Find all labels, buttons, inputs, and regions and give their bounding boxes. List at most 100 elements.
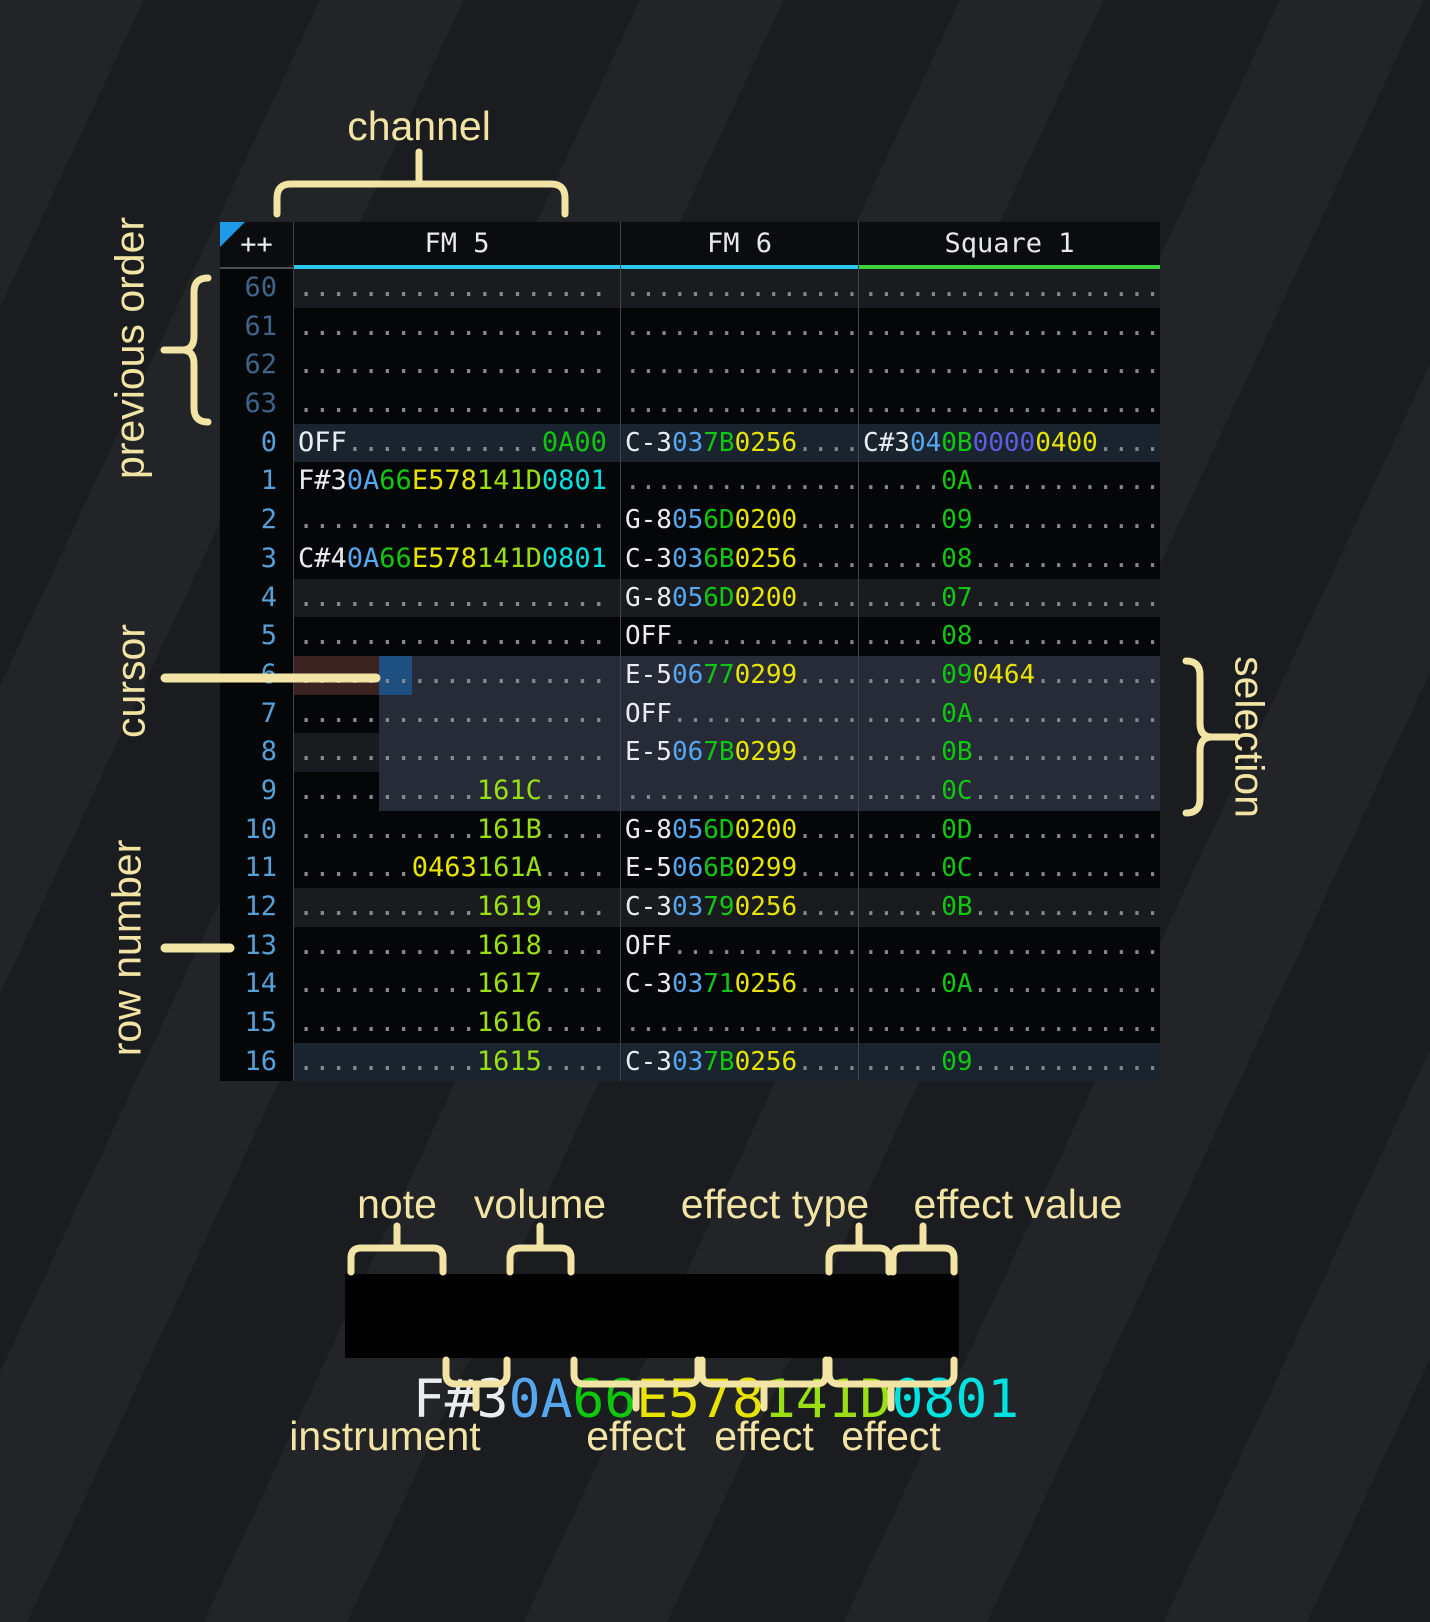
pattern-cell[interactable]: .....0A............ <box>858 462 1160 502</box>
pattern-cell[interactable]: ...........1616.... <box>293 1004 620 1043</box>
pattern-row[interactable]: 10 ...........161B.... G-8056D0200........… <box>220 810 1160 850</box>
pattern-cell[interactable]: G-8056D0200.... <box>620 501 858 540</box>
pattern-cell[interactable]: ................... <box>858 1004 1160 1043</box>
pattern-cell[interactable]: ................... <box>858 385 1160 424</box>
pattern-cell[interactable]: ...........161C.... <box>293 771 620 811</box>
pattern-row[interactable]: 14 ...........1617.... C-303710256........… <box>220 965 1160 1005</box>
pattern-cell[interactable]: ............... <box>620 1004 858 1043</box>
pattern-row[interactable]: 5................... OFF.................… <box>220 617 1160 656</box>
pattern-cell[interactable]: ............... <box>620 771 858 811</box>
pattern-row[interactable]: 15 ...........1616.......................… <box>220 1004 1160 1043</box>
pattern-row[interactable]: 62......................................… <box>220 346 1160 386</box>
pattern-cell[interactable]: ...........161B.... <box>293 810 620 850</box>
annotation-effect1-label: effect <box>586 1413 686 1459</box>
pattern-cell[interactable]: E-5067B0299.... <box>620 733 858 772</box>
pattern-cursor[interactable] <box>379 655 412 695</box>
pattern-row[interactable]: 12 ...........1619.... C-303790256........… <box>220 888 1160 927</box>
order-corner-button[interactable]: ++ <box>220 222 293 269</box>
pattern-cell[interactable]: ............... <box>620 462 858 502</box>
pattern-row[interactable]: 61......................................… <box>220 307 1160 347</box>
pattern-cell[interactable]: .....0C............ <box>858 849 1160 888</box>
row-number: 1 <box>260 465 277 497</box>
pattern-cell[interactable]: .....090464........ <box>858 655 1160 695</box>
pattern-cell[interactable]: G-8056D0200.... <box>620 810 858 850</box>
pattern-editor[interactable]: ++ FM 5 FM 6 Square 1 60................… <box>220 222 1160 1082</box>
channel-underline <box>859 265 1160 269</box>
pattern-cell[interactable]: ................... <box>858 926 1160 966</box>
pattern-cell[interactable]: ................... <box>293 385 620 424</box>
pattern-row[interactable]: 4................... G-8056D0200.........… <box>220 578 1160 618</box>
pattern-cell[interactable]: ................... <box>293 733 620 772</box>
pattern-cell[interactable]: ...........1619.... <box>293 888 620 927</box>
pattern-cell[interactable]: ................... <box>293 269 620 308</box>
pattern-cell[interactable]: C#3040B00000400.... <box>858 423 1160 463</box>
pattern-cell[interactable]: ...........1617.... <box>293 965 620 1005</box>
pattern-row[interactable]: 9 ...........161C........................… <box>220 771 1160 811</box>
pattern-cell[interactable]: .....0D............ <box>858 810 1160 850</box>
channel-header-fm6[interactable]: FM 6 <box>620 222 858 269</box>
pattern-cell[interactable]: E-5066B0299.... <box>620 849 858 888</box>
channel-header-fm5[interactable]: FM 5 <box>293 222 620 269</box>
pattern-cell[interactable]: C-303790256.... <box>620 888 858 927</box>
pattern-cell[interactable]: .....07............ <box>858 578 1160 618</box>
pattern-cell[interactable]: OFF............ <box>620 694 858 734</box>
pattern-cell[interactable]: ............... <box>620 269 858 308</box>
pattern-cell[interactable]: ...........1618.... <box>293 926 620 966</box>
pattern-cell[interactable]: .....08............ <box>858 617 1160 656</box>
pattern-cell[interactable]: ............... <box>620 307 858 347</box>
pattern-cell[interactable]: C-3036B0256.... <box>620 539 858 579</box>
pattern-row[interactable]: 11 .......0463161A.... E-5066B0299........… <box>220 849 1160 888</box>
channel-header-square1[interactable]: Square 1 <box>858 222 1160 269</box>
pattern-cell[interactable]: ................... <box>858 307 1160 347</box>
pattern-cell[interactable]: C#40A66E578141D0801 <box>293 539 620 579</box>
pattern-cell[interactable]: G-8056D0200.... <box>620 578 858 618</box>
pattern-cell[interactable]: ................... <box>293 655 620 695</box>
pattern-row[interactable]: 2................... G-8056D0200.........… <box>220 501 1160 540</box>
pattern-cell[interactable]: ................... <box>293 694 620 734</box>
pattern-cell[interactable]: ................... <box>293 578 620 618</box>
pattern-cell[interactable]: ................... <box>293 307 620 347</box>
pattern-cell[interactable]: ...........1615.... <box>293 1042 620 1082</box>
pattern-row[interactable]: 3 C#40A66E578141D0801 C-3036B0256.........… <box>220 539 1160 579</box>
pattern-cell[interactable]: .....0A............ <box>858 694 1160 734</box>
pattern-cell[interactable]: .....0A............ <box>858 965 1160 1005</box>
pattern-cell[interactable]: E-506770299.... <box>620 655 858 695</box>
pattern-cell[interactable]: C-3037B0256.... <box>620 1042 858 1082</box>
pattern-cell[interactable]: OFF............0A00 <box>293 423 620 463</box>
pattern-row[interactable]: 13 ...........1618.... OFF................… <box>220 926 1160 966</box>
pattern-cell[interactable]: C-3037B0256.... <box>620 423 858 463</box>
selection-highlight <box>621 771 858 811</box>
pattern-row[interactable]: 60......................................… <box>220 269 1160 308</box>
pattern-cell[interactable]: ................... <box>858 346 1160 386</box>
pattern-cell[interactable]: F#30A66E578141D0801 <box>293 462 620 502</box>
pattern-cell[interactable]: .....0B............ <box>858 733 1160 772</box>
pattern-row[interactable]: 6................... E-506770299.........… <box>220 655 1160 695</box>
pattern-row[interactable]: 63......................................… <box>220 385 1160 424</box>
pattern-cell[interactable]: OFF............ <box>620 926 858 966</box>
pattern-cell[interactable]: C-303710256.... <box>620 965 858 1005</box>
pattern-cell[interactable]: .....0C............ <box>858 771 1160 811</box>
selection-highlight <box>859 771 1160 811</box>
pattern-cell[interactable]: .....08............ <box>858 539 1160 579</box>
pattern-cell[interactable]: ................... <box>293 617 620 656</box>
pattern-cell[interactable]: .....0B............ <box>858 888 1160 927</box>
pattern-header: ++ FM 5 FM 6 Square 1 <box>220 222 1160 269</box>
corner-label: ++ <box>240 229 273 260</box>
pattern-cell[interactable]: OFF............ <box>620 617 858 656</box>
pattern-cell[interactable]: ................... <box>858 269 1160 308</box>
pattern-cell[interactable]: ............... <box>620 346 858 386</box>
pattern-cell[interactable]: ............... <box>620 385 858 424</box>
annotation-cursor-label: cursor <box>107 624 154 738</box>
pattern-cell[interactable]: .....09............ <box>858 1042 1160 1082</box>
pattern-row[interactable]: 1 F#30A66E578141D0801....................… <box>220 462 1160 502</box>
pattern-cell[interactable]: ................... <box>293 501 620 540</box>
pattern-row[interactable]: 16 ...........1615.... C-3037B0256........… <box>220 1042 1160 1082</box>
pattern-cell[interactable]: .......0463161A.... <box>293 849 620 888</box>
pattern-row[interactable]: 7................... OFF.................… <box>220 694 1160 734</box>
pattern-row[interactable]: 0 OFF............0A00 C-3037B0256.... C#304… <box>220 423 1160 463</box>
row-number: 13 <box>244 929 277 961</box>
pattern-cell[interactable]: ................... <box>293 346 620 386</box>
pattern-row[interactable]: 8................... E-5067B0299.........… <box>220 733 1160 772</box>
selection-highlight <box>859 694 1160 734</box>
pattern-cell[interactable]: .....09............ <box>858 501 1160 540</box>
